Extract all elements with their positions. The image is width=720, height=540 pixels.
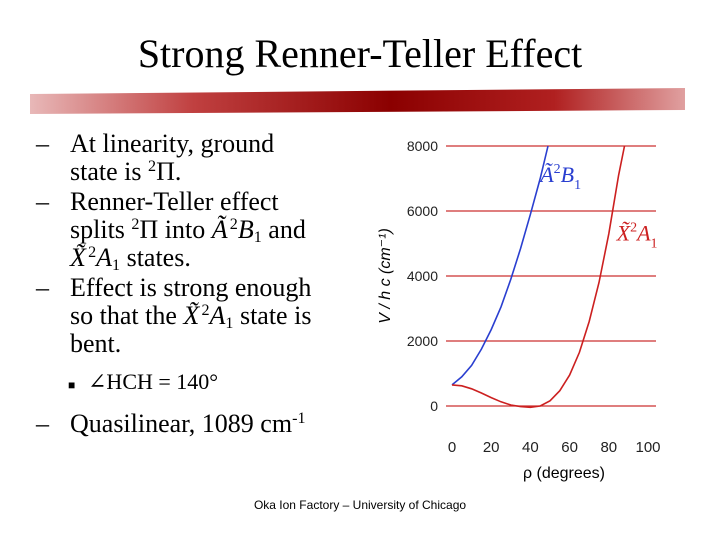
x-tick-label: 20	[483, 439, 500, 456]
x-axis-label: ρ (degrees)	[523, 465, 605, 482]
series-line-a-state	[451, 145, 549, 386]
bullet-quasilinear: – Quasilinear, 1089 cm-1	[36, 409, 306, 438]
title-underline-bar	[30, 88, 685, 114]
y-tick-label: 2000	[407, 333, 438, 349]
bullet-list: – At linearity, ground state is 2Π. – Re…	[36, 130, 366, 440]
y-tick-label: 6000	[407, 203, 438, 219]
series-line-x-state	[451, 145, 626, 409]
slide-title: Strong Renner-Teller Effect	[137, 31, 583, 76]
y-axis-label: V / h c (cm⁻¹)	[377, 228, 394, 324]
potential-energy-chart: V / h c (cm⁻¹) ρ (degrees) 0 2000 4000 6000…	[377, 138, 661, 482]
x-tick-label: 0	[448, 439, 456, 456]
sub-bullet-angle: ■ ∠HCH = 140°	[36, 368, 366, 396]
y-tick-label: 0	[430, 398, 438, 414]
bullet-ground-state: – At linearity, ground state is 2Π.	[36, 129, 275, 186]
x-tick-label: 100	[635, 439, 660, 456]
square-bullet-icon: ■	[68, 378, 76, 392]
x-tick-label: 40	[522, 439, 539, 456]
footer-credit: Oka Ion Factory – University of Chicago	[253, 498, 467, 512]
x-tick-label: 60	[561, 439, 578, 456]
bullet-renner-teller: – Renner-Teller effect splits 2Π into Ã …	[36, 187, 306, 275]
x-tick-label: 80	[600, 439, 617, 456]
y-tick-label: 4000	[407, 268, 438, 284]
series-label-a-state: Ã2B1	[538, 162, 581, 193]
y-tick-label: 8000	[407, 138, 438, 154]
bullet-effect-strong: – Effect is strong enough so that the X̃…	[36, 273, 312, 358]
series-label-x-state: X̃2A1	[616, 220, 658, 251]
